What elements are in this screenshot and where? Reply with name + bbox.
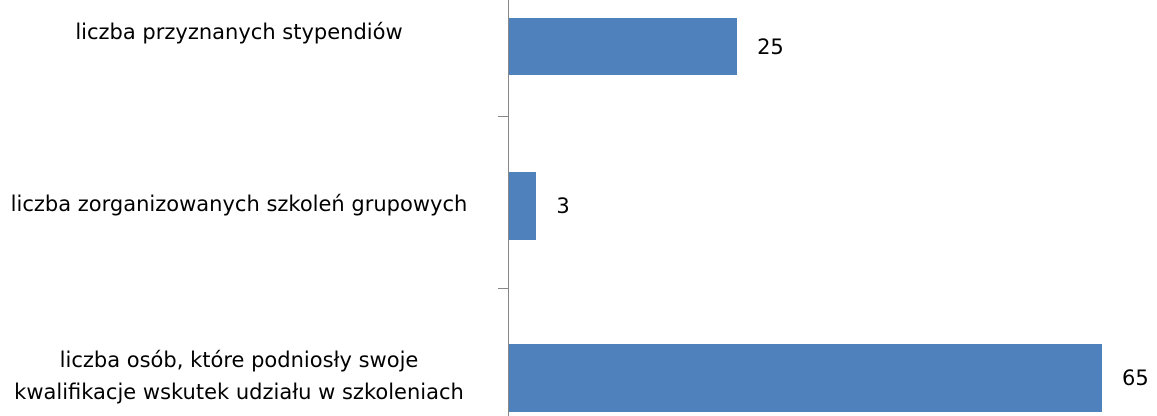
bar (509, 18, 738, 75)
value-label: 65 (1122, 366, 1149, 390)
bar (509, 172, 537, 240)
tick-mark (498, 116, 508, 117)
tick-mark (498, 288, 508, 289)
category-label: liczba przyznanych stypendiów (75, 20, 403, 44)
value-label: 3 (556, 194, 570, 218)
axis-line (508, 0, 509, 416)
bar (509, 344, 1102, 412)
category-label: liczba osób, które podniosły swoje kwali… (14, 348, 464, 404)
category-label: liczba zorganizowanych szkoleń grupowych (10, 192, 468, 216)
value-label: 25 (757, 34, 784, 59)
